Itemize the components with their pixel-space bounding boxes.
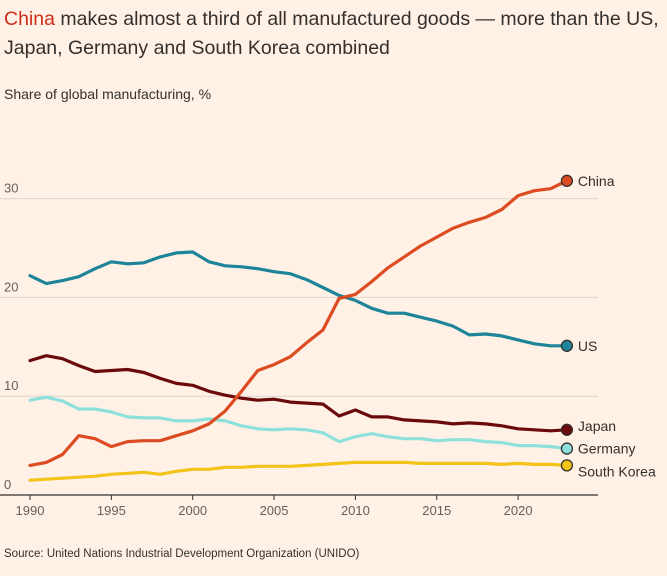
series-endpoint-germany [560, 442, 574, 455]
series-endpoint-us [560, 339, 574, 352]
series-label-japan: Japan [578, 418, 616, 434]
y-tick-label: 10 [4, 378, 18, 393]
title-highlight: China [4, 8, 55, 30]
x-tick-label: 2010 [341, 503, 370, 518]
series-endpoint-south-korea [560, 459, 574, 472]
x-tick-label: 2005 [260, 503, 289, 518]
series-label-south-korea: South Korea [578, 463, 656, 479]
y-tick-label: 0 [4, 477, 11, 492]
x-tick-label: 1995 [97, 503, 126, 518]
series-line-china [28, 179, 569, 467]
series-label-germany: Germany [578, 441, 636, 457]
chart-title: China makes almost a third of all manufa… [4, 5, 664, 63]
source-note: Source: United Nations Industrial Develo… [4, 548, 360, 560]
series-line-us [28, 250, 569, 348]
y-tick-label: 20 [4, 279, 18, 294]
series-endpoint-china [560, 174, 574, 187]
series-endpoint-japan [560, 423, 574, 436]
y-tick-label: 30 [4, 181, 18, 196]
series-line-germany [28, 395, 569, 451]
x-tick-label: 2000 [178, 503, 207, 518]
x-tick-label: 2015 [422, 503, 451, 518]
series-line-japan [28, 354, 569, 433]
x-tick-label: 2020 [504, 503, 533, 518]
series-label-us: US [578, 338, 597, 354]
x-tick-label: 1990 [16, 503, 45, 518]
series-line-south-korea [28, 460, 569, 482]
chart-subtitle: Share of global manufacturing, % [4, 86, 212, 102]
series-label-china: China [578, 173, 615, 189]
title-text: makes almost a third of all manufactured… [4, 8, 659, 59]
